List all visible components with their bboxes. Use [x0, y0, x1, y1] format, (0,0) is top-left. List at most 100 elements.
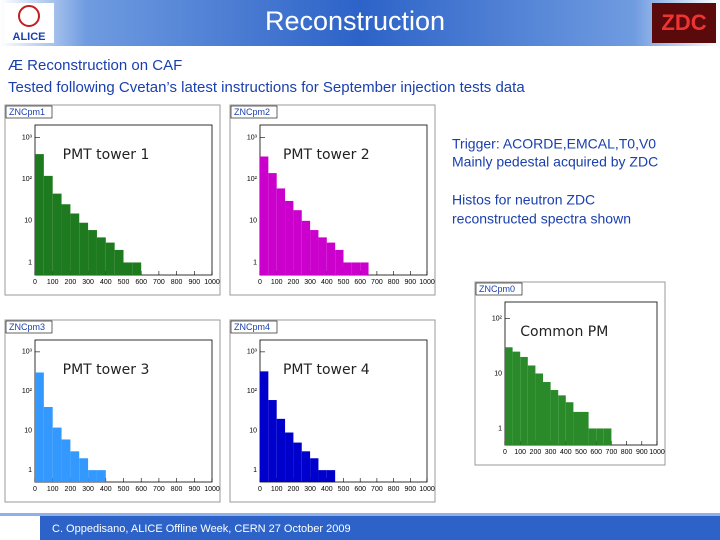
histogram-bar	[293, 210, 302, 275]
panel-annotation: PMT tower 3	[63, 362, 150, 378]
x-tick-label: 100	[47, 486, 59, 493]
x-tick-label: 1000	[419, 486, 435, 493]
histogram-bar	[596, 428, 604, 445]
x-tick-label: 900	[404, 486, 416, 493]
histogram-bar	[535, 373, 543, 445]
x-tick-label: 600	[354, 486, 366, 493]
panel-tag	[475, 282, 523, 296]
x-tick-label: 900	[188, 279, 200, 286]
histogram-bar	[550, 390, 559, 445]
histogram-bar	[343, 262, 352, 275]
histogram-bar	[123, 262, 133, 275]
y-tick-label: 10³	[247, 349, 258, 356]
histogram-bar	[335, 249, 344, 275]
histogram-bar	[573, 411, 581, 445]
x-tick-label: 600	[590, 449, 602, 456]
y-tick-label: 10²	[492, 315, 503, 322]
x-tick-label: 900	[404, 279, 416, 286]
histogram-bar	[318, 237, 327, 275]
panel-annotation: PMT tower 1	[63, 147, 150, 163]
x-tick-label: 400	[560, 449, 572, 456]
x-tick-label: 100	[514, 449, 526, 456]
histogram-bar	[505, 347, 513, 445]
x-tick-label: 400	[321, 279, 333, 286]
logo-left: ALICE	[13, 31, 46, 43]
x-tick-label: 0	[33, 279, 37, 286]
histogram-bar	[79, 222, 89, 275]
histogram-bar	[96, 237, 106, 275]
header-bar	[0, 0, 720, 46]
y-tick-label: 10³	[22, 134, 33, 141]
x-tick-label: 300	[304, 486, 316, 493]
x-tick-label: 800	[388, 279, 400, 286]
x-tick-label: 0	[258, 279, 262, 286]
x-tick-label: 300	[82, 486, 94, 493]
panel-title: ZNCpm0	[479, 284, 515, 294]
panel-title: ZNCpm3	[9, 322, 45, 332]
panel-title: ZNCpm4	[234, 322, 270, 332]
histogram-bar	[268, 400, 277, 482]
x-tick-label: 0	[503, 449, 507, 456]
y-tick-label: 10	[24, 218, 32, 225]
footer-text: C. Oppedisano, ALICE Offline Week, CERN …	[52, 523, 351, 535]
logo-right-box	[652, 3, 716, 43]
histogram-bar	[35, 372, 44, 482]
x-tick-label: 900	[636, 449, 648, 456]
histogram-bar	[52, 193, 62, 275]
panel-annotation: PMT tower 4	[283, 362, 370, 378]
histogram-bar	[360, 262, 369, 275]
histogram-bar	[285, 200, 294, 275]
x-tick-label: 500	[118, 279, 130, 286]
panel-tag	[5, 320, 53, 334]
logo-icon	[18, 5, 40, 27]
logo-right: ZDC	[661, 10, 706, 35]
histogram-bar	[260, 156, 269, 275]
footer-line	[0, 513, 720, 516]
y-tick-label: 10	[249, 218, 257, 225]
x-tick-label: 1000	[204, 486, 220, 493]
x-tick-label: 1000	[204, 279, 220, 286]
histogram-bar	[70, 213, 80, 275]
x-tick-label: 1000	[419, 279, 435, 286]
y-tick-label: 1	[498, 425, 502, 432]
x-tick-label: 600	[135, 279, 147, 286]
histogram-bar	[61, 204, 71, 275]
y-tick-label: 10	[494, 370, 502, 377]
x-tick-label: 600	[354, 279, 366, 286]
histogram-bar	[52, 427, 62, 482]
histogram-bar	[43, 406, 53, 482]
y-tick-label: 10²	[247, 388, 258, 395]
x-tick-label: 500	[338, 486, 350, 493]
y-tick-label: 10²	[22, 388, 33, 395]
histogram-bar	[588, 428, 597, 445]
x-tick-label: 700	[606, 449, 618, 456]
histogram-bar	[558, 395, 566, 445]
x-tick-label: 800	[171, 279, 183, 286]
histogram-bar	[260, 371, 269, 482]
x-tick-label: 500	[118, 486, 130, 493]
y-tick-label: 1	[28, 467, 32, 474]
x-tick-label: 600	[135, 486, 147, 493]
histogram-bar	[88, 470, 97, 482]
x-tick-label: 1000	[649, 449, 665, 456]
x-tick-label: 800	[388, 486, 400, 493]
histogram-bar	[70, 451, 80, 482]
histogram-bar	[520, 356, 528, 445]
x-tick-label: 100	[271, 486, 283, 493]
y-tick-label: 10	[249, 428, 257, 435]
histogram-bar	[276, 418, 286, 482]
x-tick-label: 700	[371, 279, 383, 286]
x-tick-label: 300	[545, 449, 557, 456]
y-tick-label: 10	[24, 428, 32, 435]
x-tick-label: 800	[621, 449, 633, 456]
histogram-bar	[318, 470, 327, 482]
histogram-bar	[326, 242, 336, 275]
slide-title: Reconstruction	[265, 6, 445, 36]
histogram-bar	[35, 154, 44, 275]
panel-tag	[5, 105, 53, 119]
histogram-bar	[293, 442, 302, 482]
x-tick-label: 200	[65, 486, 77, 493]
x-tick-label: 700	[153, 279, 165, 286]
x-tick-label: 700	[153, 486, 165, 493]
